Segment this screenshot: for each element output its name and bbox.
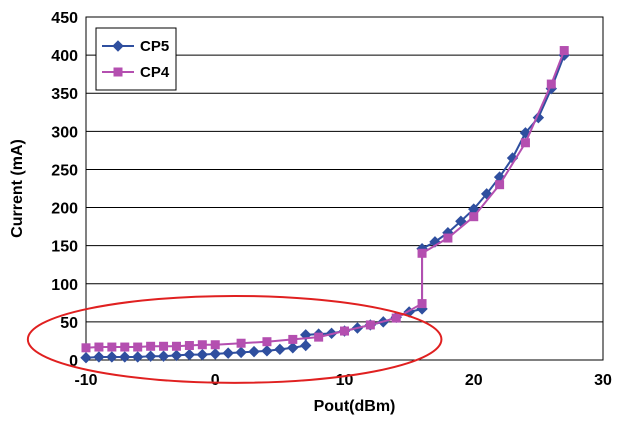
data-point-cp5 xyxy=(93,351,105,363)
data-point-cp5 xyxy=(222,347,234,359)
x-tick-label: 0 xyxy=(211,372,220,389)
legend-box xyxy=(95,27,177,91)
legend-items: CP5 CP4 xyxy=(102,38,170,81)
data-point-cp5 xyxy=(119,351,131,363)
data-point-cp5 xyxy=(196,348,209,361)
data-point-cp4 xyxy=(417,299,427,309)
data-point-cp4 xyxy=(495,180,505,190)
x-axis-title: Pout(dBm) xyxy=(314,398,396,415)
legend: CP5 CP4 xyxy=(95,27,177,91)
series-layer xyxy=(80,46,570,364)
legend-item-cp5: CP5 xyxy=(102,38,169,55)
gridlines xyxy=(86,54,603,323)
data-point-cp4 xyxy=(171,341,181,351)
y-tick-label: 150 xyxy=(51,239,78,256)
legend-item-cp4: CP4 xyxy=(102,64,170,81)
x-tick-label: 20 xyxy=(465,372,483,389)
data-point-cp5 xyxy=(170,349,183,362)
series-line-cp4 xyxy=(85,50,566,349)
data-point-cp4 xyxy=(559,46,569,56)
data-point-cp5 xyxy=(80,352,92,364)
y-tick-labels: 0 50 100 150 200 250 300 350 400 450 xyxy=(51,10,78,370)
data-point-cp4 xyxy=(81,343,91,353)
x-tick-label: 30 xyxy=(594,372,612,389)
data-point-cp4 xyxy=(159,341,169,351)
data-point-cp4 xyxy=(520,138,530,148)
data-point-cp4 xyxy=(365,320,375,330)
legend-marker xyxy=(112,40,124,52)
data-point-cp4 xyxy=(107,342,117,352)
data-point-cp5 xyxy=(274,343,286,356)
series-cp5 xyxy=(80,49,570,364)
data-point-cp5 xyxy=(235,346,247,359)
data-point-cp5 xyxy=(248,345,260,358)
y-axis-title: Current (mA) xyxy=(9,139,26,238)
data-point-cp5 xyxy=(144,350,157,362)
data-point-cp5 xyxy=(261,345,273,357)
data-point-cp4 xyxy=(94,342,104,352)
data-point-cp4 xyxy=(184,341,194,351)
y-tick-label: 450 xyxy=(51,10,78,27)
y-tick-label: 0 xyxy=(69,353,78,370)
data-point-cp4 xyxy=(340,326,349,336)
data-point-cp4 xyxy=(469,212,479,222)
y-tick-label: 100 xyxy=(51,277,78,294)
data-point-cp4 xyxy=(262,337,272,347)
series-line-cp5 xyxy=(85,54,566,359)
data-point-cp4 xyxy=(120,342,130,352)
x-tick-labels: -10 0 10 20 30 xyxy=(74,372,612,389)
y-tick-label: 300 xyxy=(51,124,78,141)
data-point-cp4 xyxy=(314,332,324,342)
data-point-cp4 xyxy=(197,340,207,350)
data-point-cp5 xyxy=(131,351,144,363)
legend-label: CP5 xyxy=(140,38,169,55)
y-tick-label: 400 xyxy=(51,48,78,65)
y-tick-label: 200 xyxy=(51,201,78,218)
data-point-cp4 xyxy=(546,79,556,89)
series-cp4 xyxy=(81,46,569,353)
data-point-cp5 xyxy=(106,351,118,363)
data-point-cp4 xyxy=(391,313,401,323)
y-tick-label: 350 xyxy=(51,86,78,103)
legend-label: CP4 xyxy=(140,64,170,81)
highlight-ellipse xyxy=(26,294,443,384)
x-tick-label: -10 xyxy=(74,372,97,389)
plot-area-frame xyxy=(85,16,604,361)
data-point-cp5 xyxy=(287,342,299,354)
data-point-cp5 xyxy=(157,350,170,362)
data-point-cp5 xyxy=(183,348,196,361)
data-point-cp4 xyxy=(443,233,453,243)
y-tick-label: 250 xyxy=(51,162,78,179)
data-point-cp4 xyxy=(236,338,246,348)
legend-marker xyxy=(113,67,123,77)
data-point-cp4 xyxy=(288,334,298,344)
data-point-cp4 xyxy=(146,341,156,351)
data-point-cp4 xyxy=(417,248,427,258)
data-point-cp5 xyxy=(209,348,221,360)
data-point-cp4 xyxy=(133,342,143,352)
data-point-cp5 xyxy=(300,339,312,352)
data-point-cp4 xyxy=(210,340,220,350)
y-tick-label: 50 xyxy=(60,315,78,332)
annotation-layer xyxy=(26,294,443,384)
